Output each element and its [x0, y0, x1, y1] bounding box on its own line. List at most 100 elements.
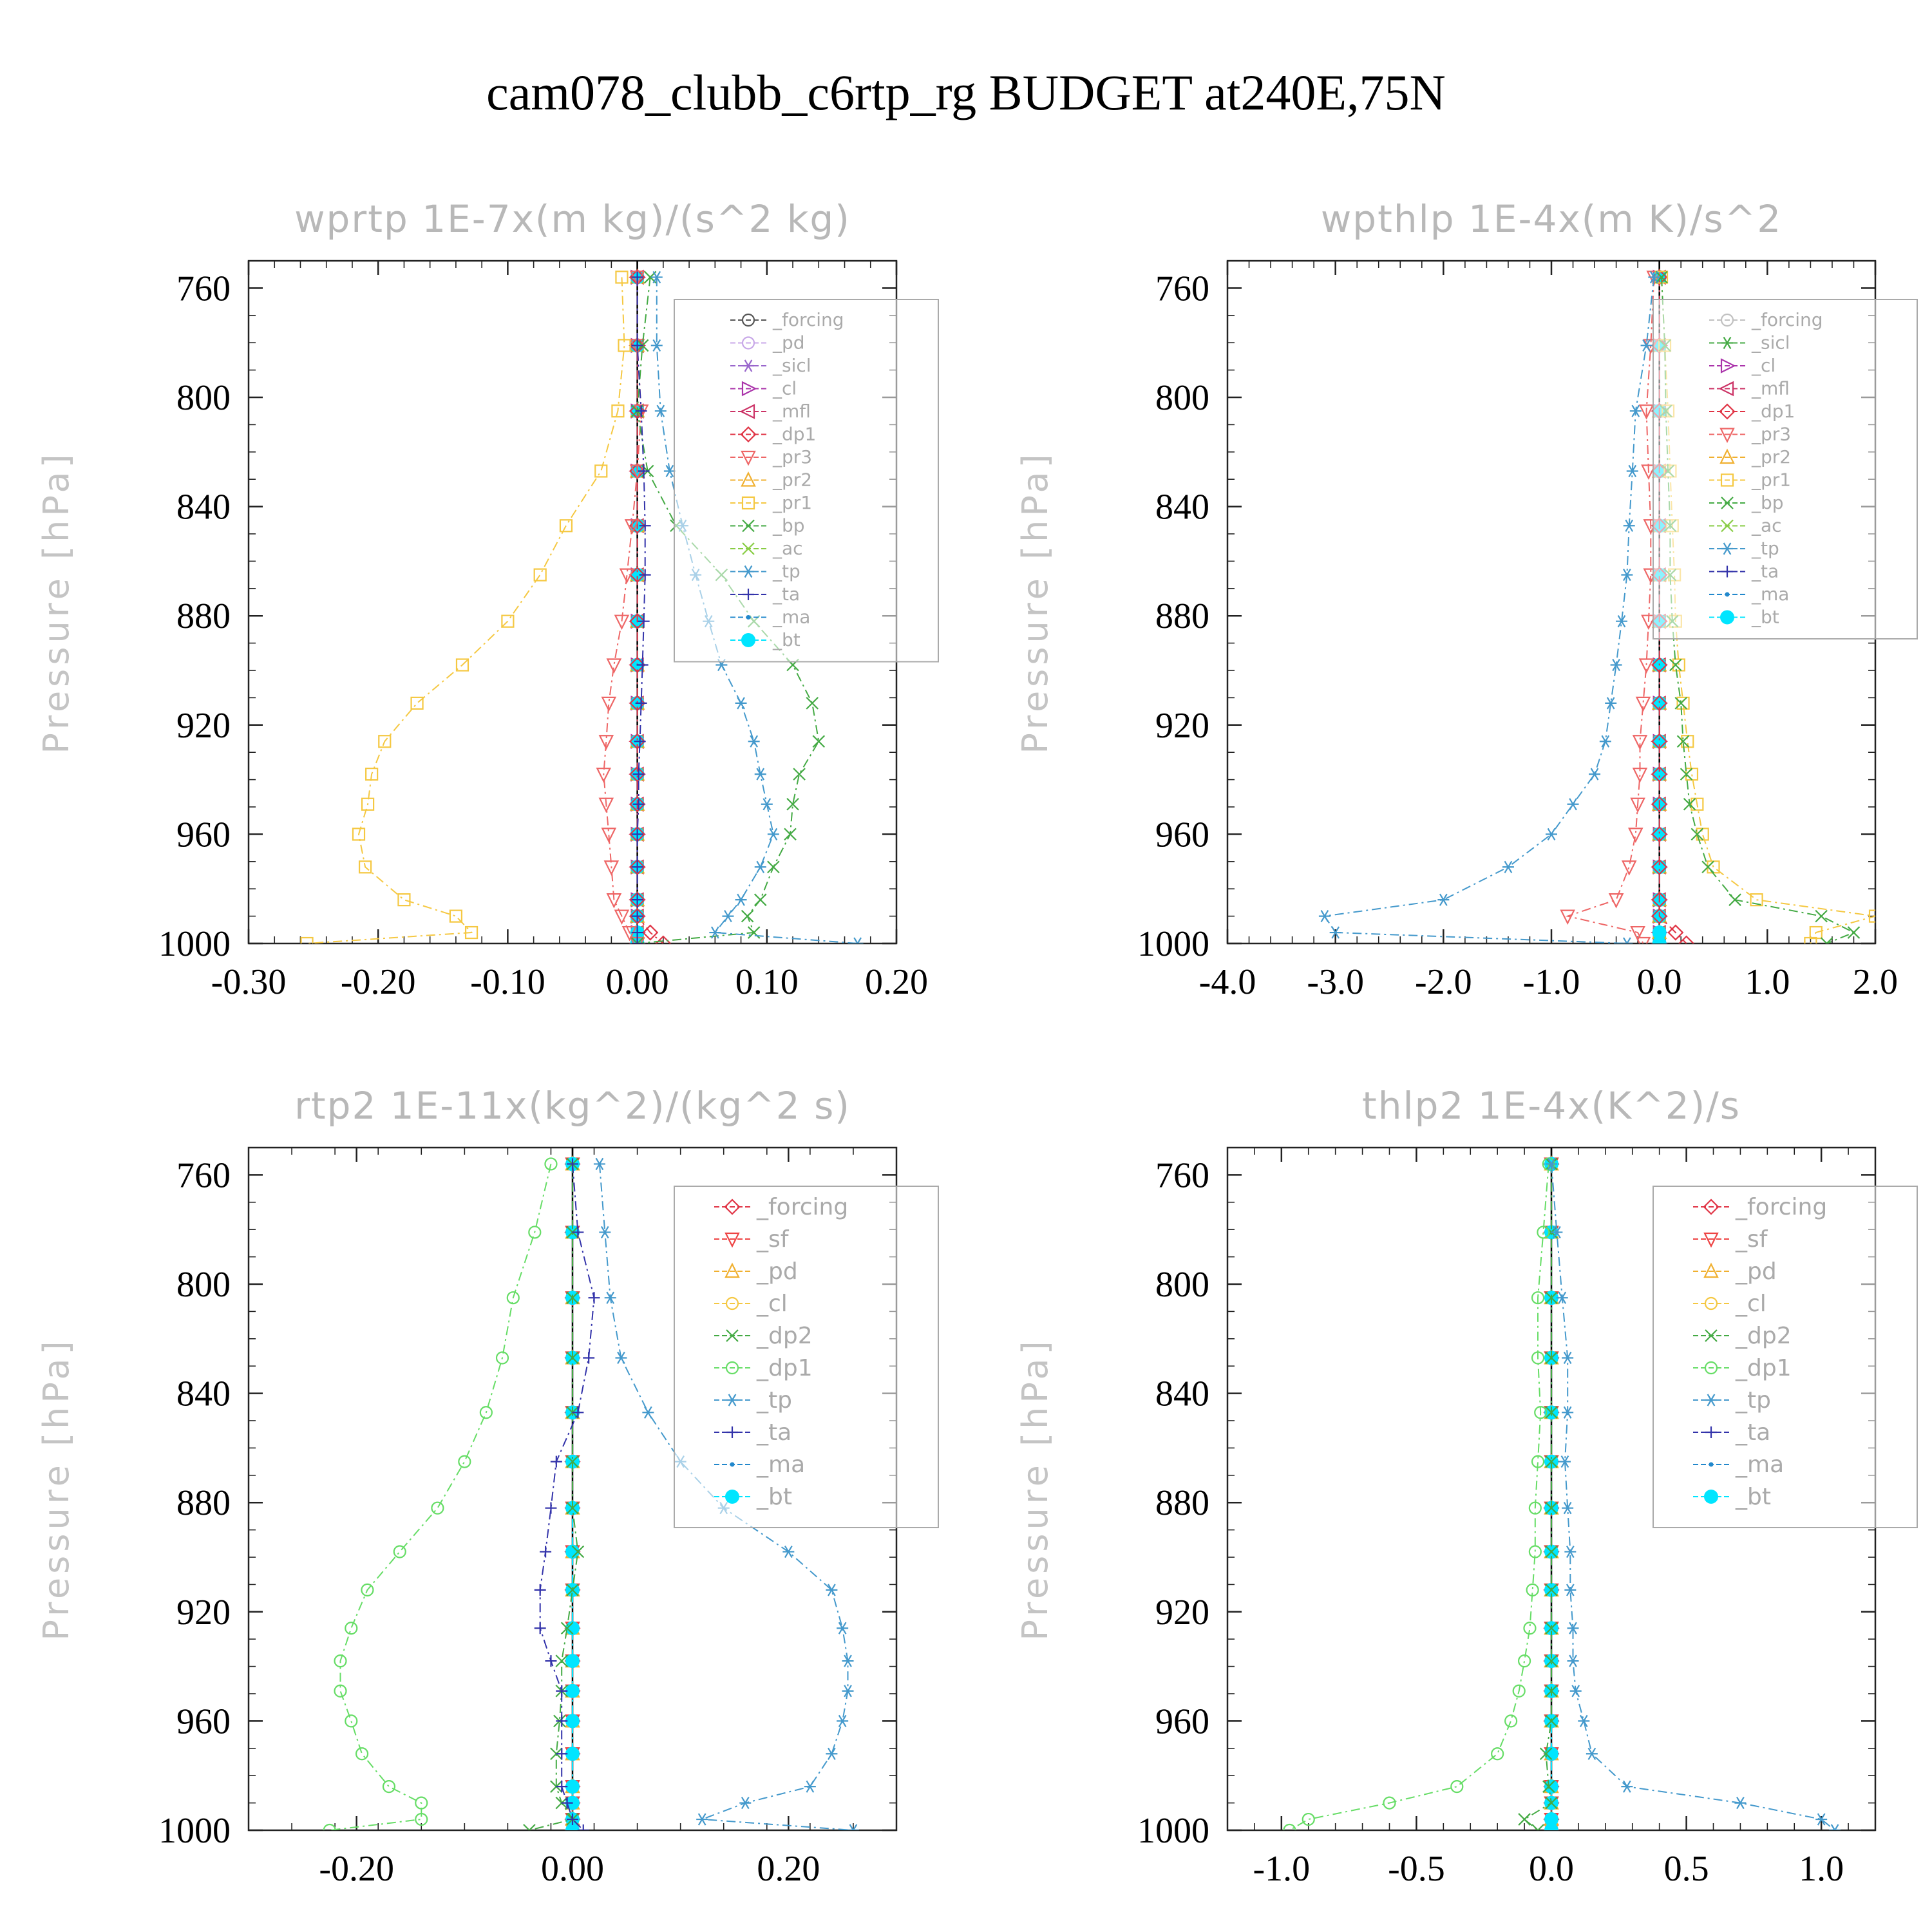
- x-tick-label: -1.0: [1523, 962, 1580, 1002]
- data-point_ta: [534, 1584, 546, 1596]
- data-point_bt: [1544, 1779, 1558, 1794]
- legend-marker_pr2: [741, 471, 756, 487]
- data-point_pr1: [464, 925, 478, 940]
- data-point_pr1: [618, 339, 631, 352]
- data-point_pr3: [1635, 936, 1651, 943]
- legend-label: _dp1: [756, 1355, 813, 1381]
- data-point_tp: [1318, 910, 1331, 923]
- legend-label: _forcing: [756, 1194, 848, 1220]
- legend-label: _cl: [1751, 355, 1776, 376]
- data-point_dp1: [629, 402, 646, 419]
- y-axis-label: Pressure [hPa]: [1015, 450, 1056, 753]
- y-tick-label: 1000: [1137, 1811, 1209, 1851]
- legend: _forcing_pd_sicl_cl_mfl_dp1_pr3_pr2_pr1_…: [674, 299, 939, 663]
- data-point_pr1: [1868, 909, 1875, 923]
- legend-label: _cl: [756, 1291, 788, 1317]
- legend-label: _pd: [756, 1258, 798, 1285]
- legend-marker_forcing: [741, 313, 755, 327]
- data-point_pr3: [1638, 658, 1654, 674]
- legend-label: _mfl: [772, 401, 811, 422]
- legend-label: _pr3: [772, 446, 812, 468]
- data-point_dp1: [1537, 1226, 1550, 1239]
- data-point_dp1: [629, 695, 646, 712]
- legend-label: _sf: [756, 1226, 790, 1253]
- data-point_tp: [1734, 1797, 1747, 1810]
- y-tick-label: 920: [176, 706, 231, 746]
- series_tp: [1546, 1157, 1841, 1830]
- y-tick-label: 840: [176, 488, 231, 527]
- series_dp1: [323, 1157, 558, 1830]
- y-tick-label: 1000: [1137, 924, 1209, 964]
- legend-marker_pr3: [741, 450, 756, 466]
- legend-marker_pr1: [1720, 473, 1734, 487]
- y-tick-label: 800: [176, 378, 231, 418]
- data-point_tp: [696, 1813, 708, 1826]
- data-point_bt: [565, 1714, 580, 1728]
- panel-title: rtp2 1E-11x(kg^2)/(kg^2 s): [294, 1084, 851, 1128]
- data-point_tp: [826, 1584, 838, 1596]
- data-point_pr1: [1804, 936, 1817, 943]
- data-point_bt: [1652, 925, 1667, 940]
- data-point_pr3: [1632, 735, 1648, 750]
- data-point_tp: [1829, 1824, 1841, 1830]
- legend-marker_dp1: [725, 1361, 739, 1375]
- data-point_tp: [1648, 270, 1660, 284]
- legend-box: [1653, 1186, 1918, 1528]
- data-point_dp1: [1651, 656, 1668, 674]
- series_pr1: [300, 270, 631, 943]
- data-point_ta: [545, 1655, 557, 1667]
- panel-title: wprtp 1E-7x(m kg)/(s^2 kg): [294, 197, 851, 241]
- data-point_pr3: [1632, 768, 1648, 783]
- data-point_pr1: [410, 696, 424, 710]
- data-point_bp: [1680, 768, 1693, 781]
- series-line_dp1: [1289, 1164, 1549, 1830]
- x-tick-label: 0.00: [541, 1849, 604, 1889]
- y-tick-label: 760: [1155, 1155, 1209, 1195]
- data-point_dp1: [1651, 908, 1668, 925]
- data-point_tp: [1567, 1654, 1579, 1667]
- legend-label: _pr1: [772, 492, 812, 513]
- data-point_bt: [1544, 1812, 1558, 1827]
- data-point_pr3: [1621, 860, 1637, 876]
- data-point_bp: [753, 893, 767, 906]
- data-point_dp1: [629, 908, 646, 925]
- legend-marker_mfl: [1718, 381, 1734, 397]
- data-point_tp: [1502, 860, 1514, 873]
- x-tick-label: -0.5: [1388, 1849, 1445, 1889]
- data-point_dp1: [1528, 1501, 1542, 1515]
- data-point_dp1: [1651, 891, 1668, 908]
- data-point_pr1: [365, 768, 379, 781]
- legend-label: _tp: [772, 561, 800, 582]
- legend: _forcing_sicl_cl_mfl_dp1_pr3_pr2_pr1_bp_…: [1653, 299, 1918, 639]
- data-point_dp1: [458, 1455, 471, 1468]
- legend-marker_dp2: [1705, 1329, 1718, 1342]
- data-point_dp1: [1383, 1796, 1396, 1810]
- data-point_pr3: [1638, 404, 1654, 420]
- data-point_tp: [804, 1780, 816, 1793]
- data-point_dp1: [1651, 766, 1668, 782]
- data-point_dp1: [629, 567, 646, 583]
- series_ta: [631, 271, 651, 943]
- data-point_bp: [784, 828, 797, 841]
- legend-marker_bp: [742, 519, 755, 533]
- data-point_ta: [631, 927, 643, 939]
- legend-label: _bp: [772, 515, 805, 536]
- data-point_tp: [1586, 1747, 1598, 1760]
- legend-marker_tp: [743, 565, 754, 578]
- data-point_ta: [631, 910, 643, 922]
- data-point_dp2: [523, 1824, 536, 1830]
- y-tick-label: 880: [176, 596, 231, 636]
- data-point_tp: [1567, 798, 1579, 811]
- data-point_ta: [634, 735, 646, 748]
- data-point_dp2: [1545, 1796, 1558, 1810]
- data-point_dp2: [1545, 1545, 1558, 1558]
- legend-label: _ma: [756, 1452, 805, 1478]
- legend-label: _tp: [756, 1387, 792, 1414]
- data-point_dp1: [642, 924, 659, 941]
- x-tick-label: 1.0: [1799, 1849, 1844, 1889]
- legend-label: _ta: [756, 1419, 791, 1446]
- data-point_ta: [638, 615, 650, 627]
- x-tick-label: 1.0: [1745, 962, 1790, 1002]
- data-point_dp2: [1542, 1780, 1555, 1793]
- y-tick-label: 880: [176, 1483, 231, 1523]
